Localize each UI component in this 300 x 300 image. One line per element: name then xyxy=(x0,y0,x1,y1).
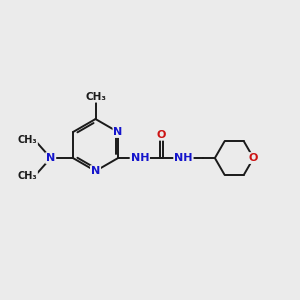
Text: O: O xyxy=(249,153,258,163)
Text: N: N xyxy=(46,153,55,163)
Text: CH₃: CH₃ xyxy=(17,135,37,145)
Text: CH₃: CH₃ xyxy=(17,171,37,182)
Text: N: N xyxy=(113,127,123,137)
Text: NH: NH xyxy=(174,153,193,163)
Text: O: O xyxy=(157,130,166,140)
Text: NH: NH xyxy=(130,153,149,163)
Text: CH₃: CH₃ xyxy=(85,92,106,102)
Text: N: N xyxy=(91,166,100,176)
